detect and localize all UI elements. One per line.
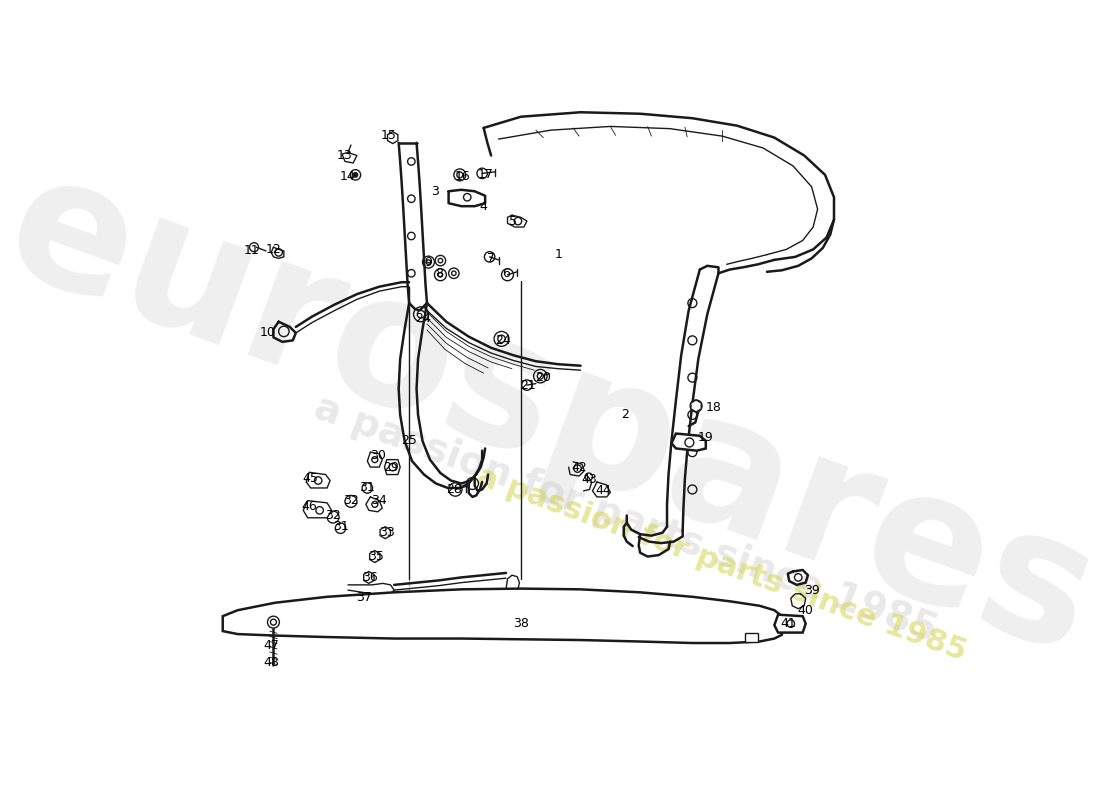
- Circle shape: [426, 260, 431, 264]
- Polygon shape: [385, 460, 400, 474]
- Text: 45: 45: [302, 472, 319, 485]
- Circle shape: [438, 258, 442, 263]
- Circle shape: [417, 310, 425, 318]
- Text: 13: 13: [337, 149, 353, 162]
- Polygon shape: [222, 589, 782, 643]
- Text: 21: 21: [520, 378, 536, 391]
- Text: 8: 8: [434, 266, 443, 280]
- Polygon shape: [671, 434, 706, 450]
- Circle shape: [271, 619, 276, 625]
- Text: 12: 12: [265, 243, 282, 256]
- Polygon shape: [364, 571, 374, 583]
- Circle shape: [267, 616, 279, 628]
- Circle shape: [537, 373, 543, 379]
- Text: 9: 9: [424, 255, 431, 269]
- Text: 6: 6: [502, 266, 510, 280]
- Circle shape: [438, 273, 442, 277]
- Text: 37: 37: [356, 591, 372, 604]
- Polygon shape: [691, 400, 702, 412]
- Text: 33: 33: [378, 526, 395, 539]
- Text: a passion for parts since 1985: a passion for parts since 1985: [309, 389, 942, 650]
- Text: 18: 18: [705, 401, 722, 414]
- Text: 11: 11: [243, 245, 258, 258]
- Text: eurospares: eurospares: [0, 137, 1100, 693]
- Text: 30: 30: [370, 450, 386, 462]
- Text: 17: 17: [477, 168, 493, 182]
- Circle shape: [690, 400, 702, 412]
- Text: 46: 46: [301, 500, 317, 513]
- Text: 1: 1: [554, 248, 562, 261]
- Text: 5: 5: [509, 214, 517, 227]
- Polygon shape: [387, 132, 398, 143]
- Text: 31: 31: [360, 481, 375, 494]
- Circle shape: [498, 335, 505, 342]
- Text: 3: 3: [431, 185, 439, 198]
- Text: 36: 36: [363, 571, 378, 584]
- Text: 35: 35: [367, 550, 384, 563]
- Text: 34: 34: [372, 494, 387, 507]
- Text: a passion for parts since 1985: a passion for parts since 1985: [473, 462, 971, 666]
- Text: 14: 14: [340, 170, 355, 183]
- Text: 7: 7: [487, 252, 495, 265]
- Text: 41: 41: [780, 617, 795, 630]
- Polygon shape: [745, 633, 758, 642]
- Polygon shape: [304, 501, 331, 518]
- Text: 19: 19: [697, 430, 714, 444]
- Text: 39: 39: [804, 583, 820, 597]
- Text: 20: 20: [536, 371, 551, 384]
- Text: 42: 42: [571, 461, 587, 474]
- Text: 2: 2: [621, 409, 629, 422]
- Text: 29: 29: [383, 461, 399, 474]
- Text: 31: 31: [332, 520, 349, 534]
- Text: 38: 38: [513, 617, 529, 630]
- Text: 48: 48: [263, 656, 279, 669]
- Text: 24: 24: [495, 334, 510, 347]
- Text: 44: 44: [595, 485, 610, 498]
- Text: 10: 10: [260, 326, 275, 339]
- Circle shape: [372, 457, 377, 462]
- Text: 24: 24: [415, 311, 430, 325]
- Text: 16: 16: [455, 170, 471, 183]
- Polygon shape: [370, 550, 379, 562]
- Text: 40: 40: [798, 604, 814, 617]
- Text: 28: 28: [446, 483, 462, 496]
- Circle shape: [353, 173, 358, 177]
- Polygon shape: [774, 614, 805, 633]
- Polygon shape: [306, 472, 330, 488]
- Text: 25: 25: [402, 434, 417, 447]
- Circle shape: [452, 271, 456, 275]
- Text: 43: 43: [582, 474, 597, 486]
- Text: 4: 4: [480, 200, 487, 213]
- Polygon shape: [381, 526, 390, 538]
- Circle shape: [456, 172, 463, 178]
- Text: 15: 15: [381, 129, 396, 142]
- Text: 32: 32: [326, 509, 341, 522]
- Text: 47: 47: [263, 639, 279, 653]
- Text: 32: 32: [343, 494, 359, 507]
